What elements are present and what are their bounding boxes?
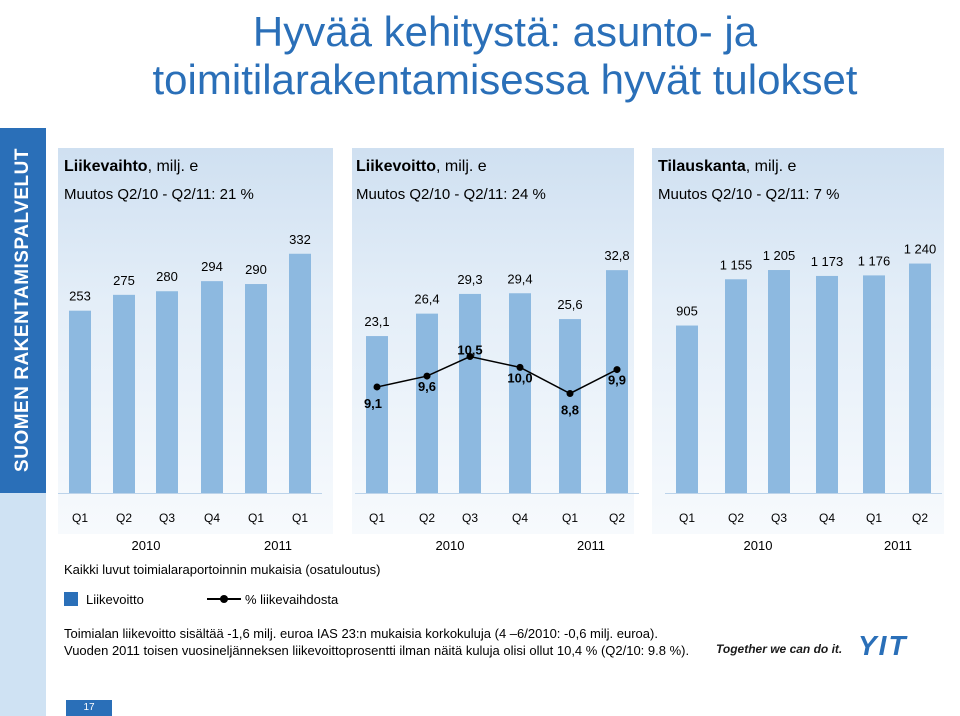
legend-bar-label: Liikevoitto xyxy=(86,592,144,607)
chart-1-tick-label: Q2 xyxy=(419,511,435,525)
chart-0-tick-label: Q1 xyxy=(292,511,308,525)
sidebar-band xyxy=(0,128,46,493)
chart-2-tick-label: Q3 xyxy=(771,511,787,525)
chart-2-value-label: 1 205 xyxy=(763,248,796,263)
panel-operating-profit xyxy=(352,148,634,534)
chart-1-line-series xyxy=(376,355,618,395)
chart-0-value-label: 280 xyxy=(156,269,178,284)
revenue-title: Liikevaihto, milj. e xyxy=(64,158,199,175)
page-number: 17 xyxy=(66,700,112,716)
chart-1-value-label: 32,8 xyxy=(604,248,629,263)
chart-1-line-label: 10,5 xyxy=(457,343,482,358)
chart-2-year-label: 2011 xyxy=(884,538,912,553)
yit-logo: YIT xyxy=(858,630,908,661)
backlog-subtitle: Muutos Q2/10 - Q2/11: 7 % xyxy=(658,186,840,203)
chart-0-value-label: 253 xyxy=(69,289,91,304)
chart-0-tick-label: Q3 xyxy=(159,511,175,525)
chart-1-tick-label: Q1 xyxy=(369,511,385,525)
chart-1-bar xyxy=(606,270,628,493)
chart-0-tick-label: Q2 xyxy=(116,511,132,525)
legend-line-swatch xyxy=(207,595,241,603)
chart-2-value-label: 905 xyxy=(676,304,698,319)
chart-2-tick-label: Q1 xyxy=(866,511,882,525)
chart-1-value-label: 23,1 xyxy=(364,314,389,329)
chart-2-tick-label: Q4 xyxy=(819,511,835,525)
chart-0-bar xyxy=(201,281,223,493)
chart-1-tick-label: Q4 xyxy=(512,511,528,525)
panel-revenue xyxy=(58,148,333,534)
chart-0-value-label: 290 xyxy=(245,262,267,277)
revenue-subtitle: Muutos Q2/10 - Q2/11: 21 % xyxy=(64,186,254,203)
chart-1-line-label: 9,1 xyxy=(364,396,382,411)
profit-title: Liikevoitto, milj. e xyxy=(356,158,487,175)
chart-1-bar xyxy=(559,319,581,493)
chart-0-bar xyxy=(113,294,135,493)
chart-2-bar xyxy=(863,275,885,493)
chart-2-bar xyxy=(725,279,747,493)
chart-1-bar xyxy=(366,336,388,493)
chart-1-line-label: 9,6 xyxy=(418,379,436,394)
chart-2-bar xyxy=(676,325,698,493)
chart-0-year-label: 2011 xyxy=(264,538,292,553)
chart-1-tick-label: Q2 xyxy=(609,511,625,525)
legend-bar-swatch xyxy=(64,592,78,606)
chart-2-year-label: 2010 xyxy=(744,538,773,553)
chart-0-tick-label: Q4 xyxy=(204,511,220,525)
chart-1-year-label: 2011 xyxy=(577,538,605,553)
footnote-interest: Toimialan liikevoitto sisältää -1,6 milj… xyxy=(64,626,690,658)
chart-1-bar xyxy=(459,293,481,493)
chart-0-bar xyxy=(245,284,267,493)
chart-0-tick-label: Q1 xyxy=(72,511,88,525)
chart-2-tick-label: Q2 xyxy=(728,511,744,525)
chart-1-value-label: 26,4 xyxy=(414,292,439,307)
chart-0-year-label: 2010 xyxy=(132,538,161,553)
panel-order-backlog xyxy=(652,148,944,534)
chart-1-line-point xyxy=(373,383,381,391)
chart-2-value-label: 1 240 xyxy=(904,242,937,257)
chart-1-line-point xyxy=(423,372,431,380)
chart-0-tick-label: Q1 xyxy=(248,511,264,525)
slogan: Together we can do it. xyxy=(716,642,843,656)
page-title: Hyvää kehitystä: asunto- ja toimitilarak… xyxy=(152,8,858,103)
chart-1-line-point xyxy=(613,366,621,374)
chart-0-value-label: 332 xyxy=(289,232,311,247)
chart-1-year-label: 2010 xyxy=(436,538,465,553)
chart-2-bar xyxy=(909,263,931,493)
chart-2-tick-label: Q1 xyxy=(679,511,695,525)
legend-line-label: % liikevaihdosta xyxy=(245,592,339,607)
chart-1-line-label: 8,8 xyxy=(561,402,579,417)
chart-0-bar xyxy=(69,310,91,493)
chart-1-value-label: 29,3 xyxy=(457,272,482,287)
chart-1-line-label: 10,0 xyxy=(507,370,532,385)
chart-0-value-label: 275 xyxy=(113,273,135,288)
chart-2-bar xyxy=(768,270,790,493)
chart-2-bar xyxy=(816,275,838,493)
chart-2-value-label: 1 173 xyxy=(811,254,844,269)
chart-0-bar xyxy=(289,253,311,493)
chart-1-line-point xyxy=(566,389,574,397)
chart-1-bar xyxy=(509,293,531,493)
chart-1-line-point xyxy=(466,353,474,361)
chart-0-bar xyxy=(156,291,178,493)
profit-subtitle: Muutos Q2/10 - Q2/11: 24 % xyxy=(356,186,546,203)
chart-1-tick-label: Q3 xyxy=(462,511,478,525)
chart-1-value-label: 25,6 xyxy=(557,297,582,312)
backlog-title: Tilauskanta, milj. e xyxy=(658,158,797,175)
chart-1-bar xyxy=(416,313,438,493)
chart-2-value-label: 1 155 xyxy=(720,257,753,272)
chart-1-tick-label: Q1 xyxy=(562,511,578,525)
chart-0-value-label: 294 xyxy=(201,259,223,274)
chart-2-value-label: 1 176 xyxy=(858,253,891,268)
chart-1-line-label: 9,9 xyxy=(608,373,626,388)
chart-2-tick-label: Q2 xyxy=(912,511,928,525)
footnote-reporting: Kaikki luvut toimialaraportoinnin mukais… xyxy=(64,562,381,577)
chart-1-value-label: 29,4 xyxy=(507,271,532,286)
chart-1-line-point xyxy=(516,363,524,371)
